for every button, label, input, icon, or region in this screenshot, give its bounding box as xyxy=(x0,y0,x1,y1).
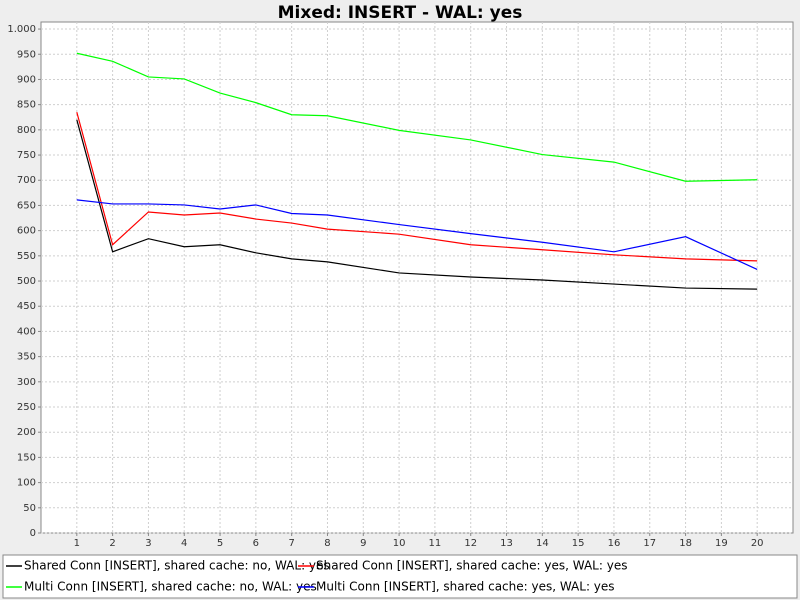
y-tick-label: 600 xyxy=(17,226,36,237)
x-tick-label: 14 xyxy=(536,538,549,549)
y-tick-label: 0 xyxy=(30,528,36,539)
x-tick-label: 4 xyxy=(181,538,187,549)
y-tick-label: 1.000 xyxy=(7,24,36,35)
x-tick-label: 16 xyxy=(608,538,621,549)
series-line xyxy=(76,112,758,262)
x-tick-label: 5 xyxy=(217,538,223,549)
chart-title: Mixed: INSERT - WAL: yes xyxy=(278,3,523,23)
legend-label: Shared Conn [INSERT], shared cache: yes,… xyxy=(316,559,627,573)
legend-label: Shared Conn [INSERT], shared cache: no, … xyxy=(24,559,330,573)
y-tick-label: 650 xyxy=(17,200,36,211)
x-tick-label: 20 xyxy=(751,538,764,549)
legend-label: Multi Conn [INSERT], shared cache: no, W… xyxy=(24,580,317,594)
series-line xyxy=(76,199,758,270)
y-tick-label: 850 xyxy=(17,100,36,111)
legend-box xyxy=(2,554,798,599)
x-tick-label: 13 xyxy=(500,538,513,549)
y-tick-label: 900 xyxy=(17,74,36,85)
y-tick-label: 950 xyxy=(17,49,36,60)
y-tick-label: 350 xyxy=(17,352,36,363)
x-tick-label: 8 xyxy=(324,538,330,549)
y-tick-label: 700 xyxy=(17,175,36,186)
x-tick-label: 3 xyxy=(145,538,151,549)
x-tick-label: 1 xyxy=(74,538,80,549)
y-tick-label: 750 xyxy=(17,150,36,161)
y-tick-label: 100 xyxy=(17,478,36,489)
y-tick-label: 450 xyxy=(17,301,36,312)
x-tick-label: 17 xyxy=(643,538,656,549)
y-tick-label: 200 xyxy=(17,427,36,438)
legend-label: Multi Conn [INSERT], shared cache: yes, … xyxy=(316,580,615,594)
y-tick-label: 800 xyxy=(17,125,36,136)
x-tick-label: 10 xyxy=(393,538,406,549)
y-tick-label: 50 xyxy=(23,503,36,514)
x-tick-label: 7 xyxy=(288,538,294,549)
y-tick-label: 250 xyxy=(17,402,36,413)
y-tick-label: 500 xyxy=(17,276,36,287)
x-tick-label: 9 xyxy=(360,538,366,549)
y-tick-label: 150 xyxy=(17,452,36,463)
x-tick-label: 11 xyxy=(429,538,442,549)
y-tick-label: 550 xyxy=(17,251,36,262)
series-line xyxy=(76,52,758,182)
y-tick-label: 300 xyxy=(17,377,36,388)
y-tick-label: 400 xyxy=(17,326,36,337)
x-tick-label: 18 xyxy=(679,538,692,549)
plot-area xyxy=(40,21,794,534)
series-line xyxy=(76,119,758,290)
x-tick-label: 19 xyxy=(715,538,728,549)
x-tick-label: 2 xyxy=(109,538,115,549)
x-tick-label: 15 xyxy=(572,538,585,549)
x-tick-label: 6 xyxy=(253,538,259,549)
x-tick-label: 12 xyxy=(464,538,477,549)
